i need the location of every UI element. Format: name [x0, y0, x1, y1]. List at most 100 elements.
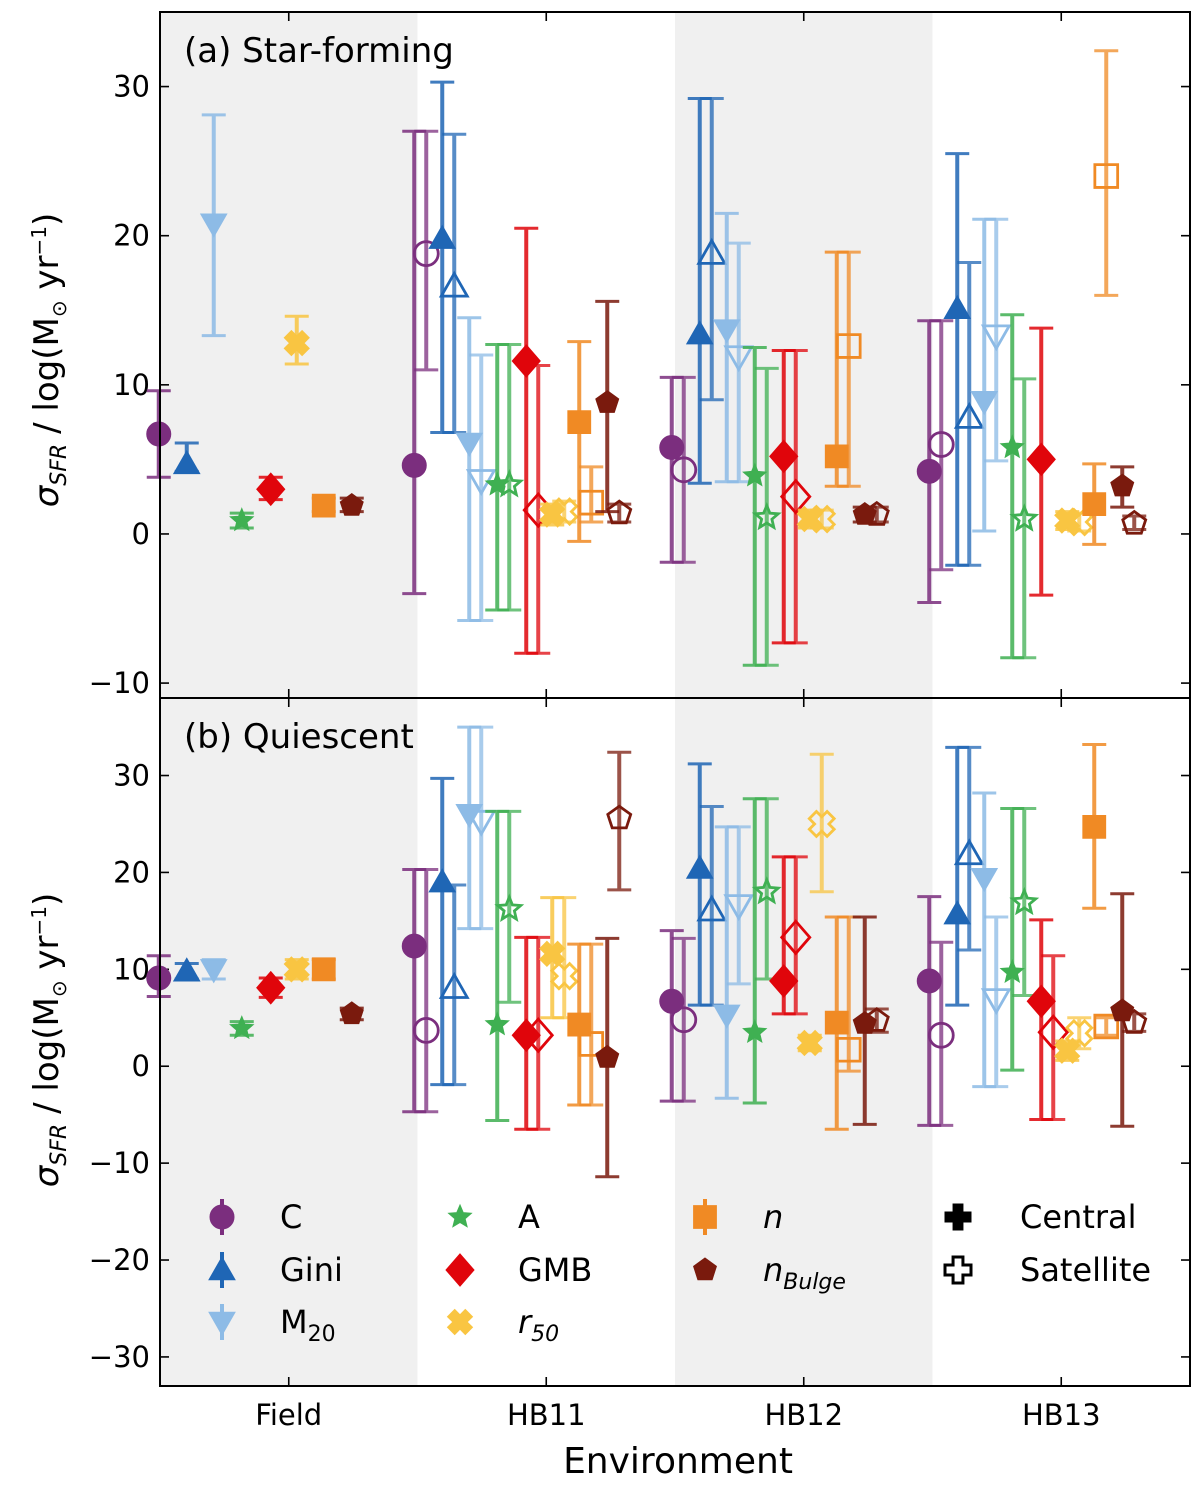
point-n-central-HB12 [824, 1010, 849, 1035]
point-nBulge-satellite-HB13 [1121, 509, 1148, 535]
y-tick-label: −10 [89, 666, 150, 700]
point-n-central-HB12 [824, 444, 849, 469]
y-tick-label: −20 [89, 1243, 150, 1277]
legend-item-Gini: Gini [208, 1251, 343, 1289]
y-tick-label: 0 [132, 1049, 150, 1083]
legend-marker-nBulge [693, 1257, 717, 1281]
point-M20-satellite-HB13 [980, 988, 1012, 1016]
errorbar-A-central-HB12 [742, 797, 767, 1105]
point-A-satellite-HB12 [751, 876, 782, 905]
point-A-satellite-HB11 [494, 893, 525, 922]
legend-item-central: Central [944, 1198, 1137, 1236]
errorbar-M20-central-HB11 [457, 316, 482, 622]
shade-hb12 [675, 12, 933, 698]
legend-label-satellite: Satellite [1020, 1251, 1151, 1289]
legend-item-nBulge: nBulge [693, 1251, 846, 1295]
point-A-central-HB12 [742, 1018, 768, 1044]
point-Gini-satellite-HB11 [438, 971, 470, 999]
point-C-satellite-HB12 [670, 456, 698, 484]
errorbar-GMB-central-HB13 [1029, 918, 1054, 1122]
legend-marker-satellite [943, 1255, 973, 1285]
point-Gini-central-HB13 [943, 900, 972, 925]
point-M20-central-HB13 [970, 867, 999, 893]
x-tick-label-hb13: HB13 [1022, 1398, 1101, 1432]
legend-marker-Gini [208, 1255, 236, 1281]
x-tick-label-field: Field [255, 1398, 322, 1432]
errorbar-C-central-HB13 [917, 895, 942, 1127]
series-C [146, 129, 955, 605]
legend-label-central: Central [1020, 1198, 1137, 1236]
shade-field [160, 12, 418, 698]
point-n-satellite-HB13 [1093, 163, 1120, 189]
point-A-central-Field [229, 1015, 255, 1040]
point-Gini-central-HB13 [943, 294, 972, 320]
point-GMB-satellite-HB13 [1037, 1014, 1070, 1051]
y-tick-label: −30 [89, 1340, 150, 1374]
point-C-satellite-HB13 [927, 431, 955, 458]
y-axis-label-top: σSFR/ log(M⊙ yr−1) [27, 213, 72, 508]
point-nBulge-central-HB13 [1110, 473, 1135, 497]
errorbar-C-central-HB12 [659, 929, 684, 1103]
point-n-satellite-HB12 [835, 333, 862, 359]
point-A-satellite-HB13 [1009, 886, 1040, 916]
point-nBulge-central-HB13 [1110, 998, 1135, 1022]
point-r50-satellite-HB12 [807, 809, 837, 839]
point-C-central-HB12 [659, 988, 685, 1014]
legend-label-M20: M20 [280, 1303, 336, 1347]
series-GMB [256, 855, 1070, 1131]
point-n-central-Field [311, 493, 336, 518]
errorbar-C-central-HB11 [402, 868, 427, 1114]
errorbar-GMB-central-HB12 [771, 349, 796, 645]
series-A [229, 797, 1040, 1122]
point-n-central-HB13 [1082, 492, 1107, 517]
legend-marker-central [944, 1203, 972, 1231]
x-axis-label: Environment [563, 1441, 793, 1482]
errorbar-nBulge-satellite-HB11 [607, 750, 632, 892]
point-r50-central-HB13 [1054, 1037, 1081, 1064]
point-M20-central-HB12 [712, 319, 741, 344]
panel-title: (b) Quiescent [184, 717, 414, 757]
errorbar-Gini-central-HB13 [945, 745, 970, 1007]
point-r50-central-HB11 [539, 501, 566, 528]
x-tick-label-hb11: HB11 [507, 1398, 586, 1432]
point-M20-central-HB12 [712, 1004, 741, 1029]
series-M20 [199, 113, 1012, 622]
point-Gini-satellite-HB13 [953, 401, 985, 429]
series-nBulge [339, 299, 1148, 535]
errorbar-M20-central-HB12 [714, 211, 739, 484]
point-nBulge-central-Field [339, 492, 364, 516]
point-r50-satellite-HB12 [807, 504, 837, 534]
point-M20-central-Field [199, 959, 228, 984]
legend-label-A: A [518, 1198, 540, 1236]
shade-field [160, 698, 418, 1386]
point-C-satellite-HB13 [927, 1021, 955, 1049]
point-GMB-central-Field [256, 472, 286, 507]
point-M20-central-HB11 [455, 804, 484, 829]
legend-label-r50: r50 [518, 1303, 559, 1347]
point-M20-satellite-HB13 [980, 324, 1012, 352]
panel-quiescent: −30 −20 −10 0 10 20 30 (b) Quiescent [89, 697, 1191, 1387]
errorbar-GMB-central-HB11 [514, 226, 539, 655]
point-n-central-HB11 [567, 1012, 592, 1037]
y-axis-label-bottom: σSFR/ log(M⊙ yr−1) [27, 893, 72, 1188]
legend-marker-r50 [446, 1308, 474, 1336]
point-A-central-HB12 [742, 462, 768, 487]
point-A-central-HB13 [999, 434, 1025, 459]
point-n-satellite-HB12 [835, 1036, 862, 1063]
errorbar-M20-central-HB12 [714, 825, 739, 1100]
point-nBulge-central-HB11 [595, 390, 620, 413]
series-M20 [199, 725, 1012, 1100]
point-nBulge-satellite-HB11 [606, 499, 633, 525]
point-r50-central-HB13 [1054, 507, 1081, 534]
point-M20-satellite-HB12 [723, 345, 755, 373]
errorbar-C-satellite-HB11 [414, 868, 439, 1114]
point-A-central-HB11 [484, 471, 510, 496]
series-A [229, 313, 1040, 667]
point-M20-central-HB11 [455, 432, 484, 457]
panel-star-forming: −10 0 10 20 30 (a) Star-forming [89, 11, 1191, 700]
panel-title: (a) Star-forming [184, 31, 454, 71]
errorbar-n-satellite-HB13 [1094, 49, 1119, 297]
series-r50 [283, 752, 1094, 1064]
legend-item-A: A [447, 1198, 540, 1236]
point-M20-central-Field [199, 213, 228, 238]
